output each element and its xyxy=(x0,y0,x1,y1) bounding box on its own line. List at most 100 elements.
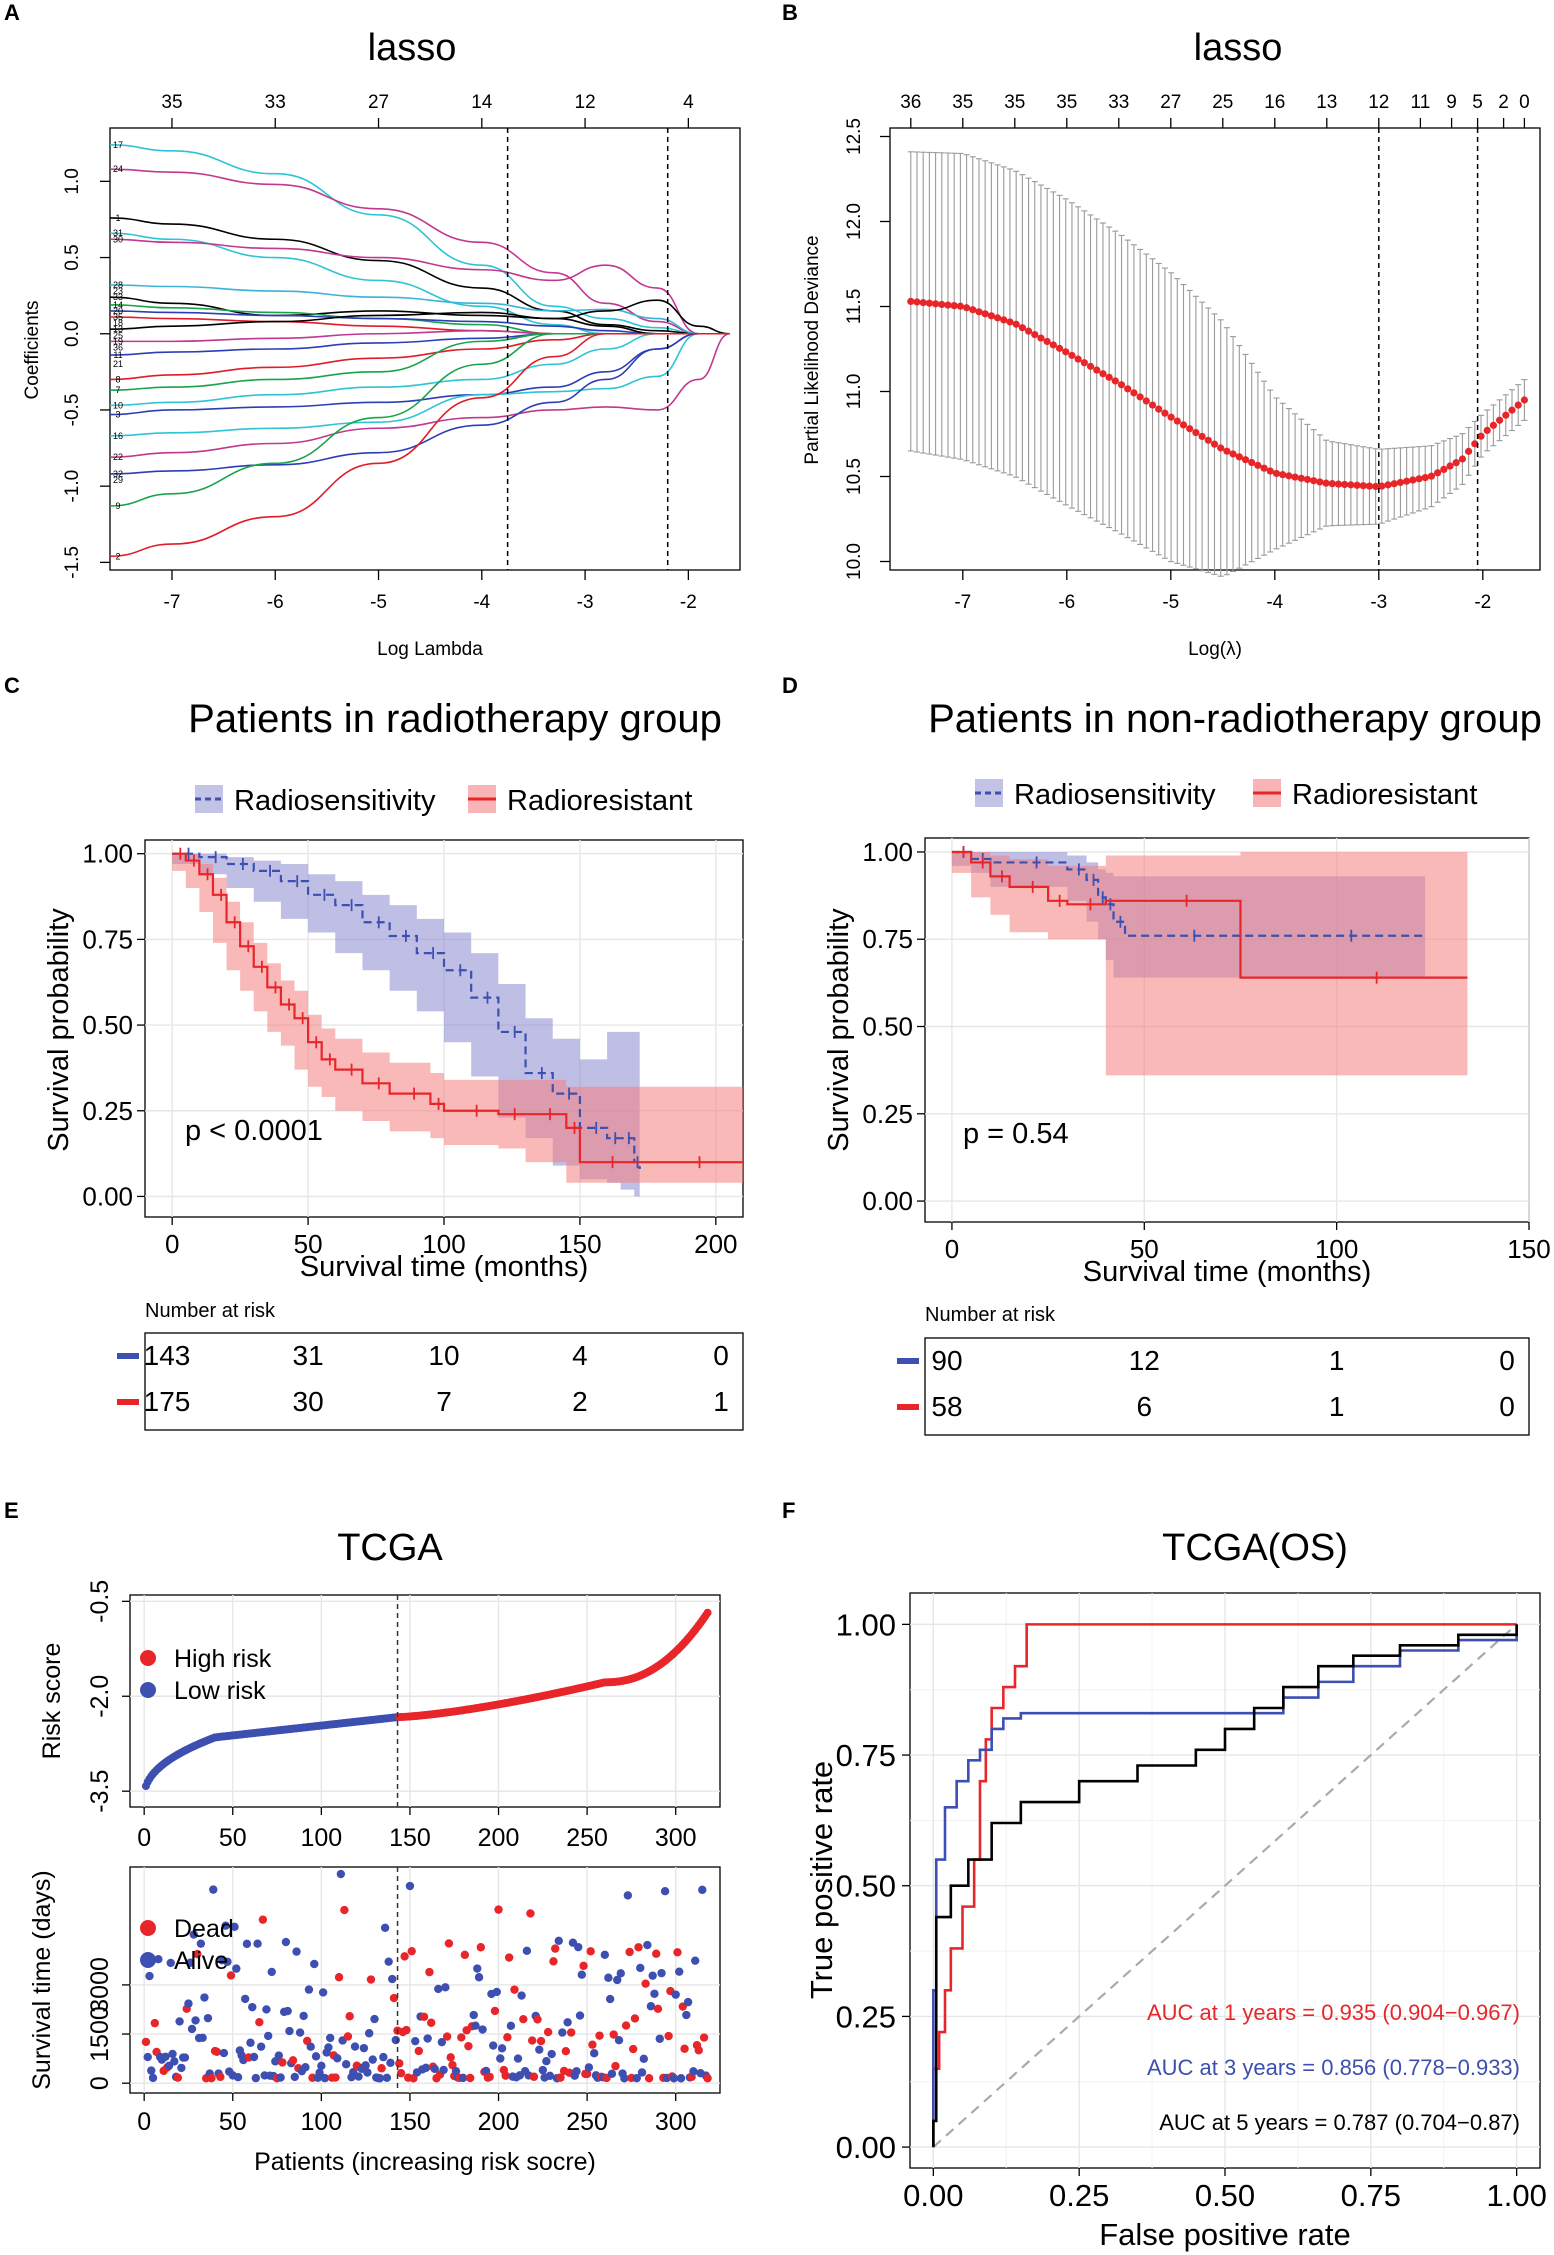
a-xtick-label: -3 xyxy=(577,592,594,613)
alive-point xyxy=(682,2010,691,2020)
deviance-point xyxy=(1347,481,1355,489)
deviance-point xyxy=(1434,469,1442,477)
dead-point xyxy=(644,2074,654,2083)
dead-point xyxy=(396,2068,406,2078)
c-ytick-label: 1.00 xyxy=(82,839,133,869)
risk-point xyxy=(703,1608,712,1617)
a-ytick-label: -1.5 xyxy=(62,546,83,579)
panel-label-e: E xyxy=(4,1498,19,1523)
deviance-point xyxy=(1390,480,1398,488)
alive-point xyxy=(161,2052,170,2062)
alive-point xyxy=(430,2064,439,2074)
deviance-point xyxy=(956,302,964,310)
dead-point xyxy=(551,1944,560,1953)
chart-f-xlabel: False positive rate xyxy=(1099,2217,1351,2252)
deviance-point xyxy=(1049,341,1057,349)
alive-point xyxy=(690,1956,700,1965)
c-xtick-label: 0 xyxy=(165,1229,179,1259)
coef-label: 14 xyxy=(113,300,123,310)
d-ytick-label: 0.00 xyxy=(862,1186,913,1216)
coef-label: 35 xyxy=(113,312,123,322)
risk-cell: 58 xyxy=(931,1391,962,1422)
deviance-point xyxy=(1291,473,1299,481)
alive-point xyxy=(285,2026,294,2036)
dead-point xyxy=(611,2061,620,2071)
legend-low-risk-dot xyxy=(140,1682,156,1698)
deviance-point xyxy=(1396,478,1405,487)
alive-point xyxy=(643,1940,652,1950)
e2-xtick-label: 300 xyxy=(655,2108,697,2136)
chart-e-bottom-frame xyxy=(129,1866,721,2094)
coef-label: 22 xyxy=(113,452,123,462)
coef-path-1 xyxy=(109,217,730,335)
chart-c-legend: Radiosensitivity Radioresistant xyxy=(195,785,692,817)
a-ytick-label: 0.5 xyxy=(62,244,83,270)
dead-point xyxy=(641,1979,650,1988)
f-xtick-label: 0.75 xyxy=(1341,2178,1401,2213)
dead-point xyxy=(536,2036,546,2046)
coef-label: 23 xyxy=(113,286,123,296)
alive-point xyxy=(324,2043,333,2052)
alive-point xyxy=(458,2073,468,2083)
risk-cell: 30 xyxy=(293,1386,324,1417)
a-top-label: 35 xyxy=(161,92,182,113)
legend-d-radioresistant-label: Radioresistant xyxy=(1292,779,1477,811)
alive-point xyxy=(209,1885,218,1894)
dead-point xyxy=(465,2073,475,2083)
alive-point xyxy=(198,2033,207,2042)
deviance-point xyxy=(1148,401,1157,409)
roc-curve-2 xyxy=(932,1624,1518,2148)
deviance-point xyxy=(1421,473,1429,482)
deviance-point xyxy=(1024,327,1033,335)
f-xtick-label: 1.00 xyxy=(1486,2178,1546,2213)
alive-point xyxy=(614,2035,624,2045)
b-xtick-label: -4 xyxy=(1266,592,1283,613)
deviance-point xyxy=(1099,370,1107,378)
dead-point xyxy=(579,1961,588,1971)
deviance-point xyxy=(962,304,971,312)
dead-point xyxy=(625,1947,634,1957)
e2-xtick-label: 0 xyxy=(137,2108,151,2136)
chart-c-y-axis: 0.00 0.25 0.50 0.75 1.00 xyxy=(82,839,145,1211)
alive-point xyxy=(184,1999,193,2008)
alive-point xyxy=(203,2013,213,2023)
coef-path-24 xyxy=(109,168,730,335)
alive-point xyxy=(196,1939,206,1948)
a-ytick-label: 1.0 xyxy=(62,168,83,194)
dead-point xyxy=(414,2046,423,2056)
alive-point xyxy=(675,1967,684,1976)
b-ytick-label: 11.5 xyxy=(844,289,865,325)
deviance-point xyxy=(1260,464,1268,472)
chart-b-x-axis: -7 -6 -5 -4 -3 -2 xyxy=(954,570,1491,613)
a-ytick-label: 0.0 xyxy=(62,321,83,347)
chart-c-pvalue: p < 0.0001 xyxy=(185,1115,323,1147)
chart-c-ylabel: Survival probability xyxy=(43,908,75,1152)
deviance-point xyxy=(1452,459,1460,467)
alive-point xyxy=(350,2042,360,2051)
a-ytick-label: -1.0 xyxy=(62,470,83,503)
dead-point xyxy=(173,2073,183,2082)
deviance-point xyxy=(944,301,952,309)
coef-label: 24 xyxy=(113,164,123,174)
alive-point xyxy=(283,2006,292,2016)
coef-label: 13 xyxy=(113,324,123,334)
alive-point xyxy=(386,2058,395,2068)
deviance-point xyxy=(1496,416,1504,424)
chart-f-x-axis: 0.00 0.25 0.50 0.75 1.00 xyxy=(903,2168,1547,2213)
legend-alive-dot xyxy=(140,1952,156,1968)
dead-point xyxy=(503,2033,512,2042)
alive-point xyxy=(299,2011,308,2021)
dead-point xyxy=(464,2041,473,2051)
deviance-point xyxy=(1105,373,1113,381)
alive-point xyxy=(538,2065,548,2075)
chart-d-curves xyxy=(951,845,1468,984)
dead-point xyxy=(652,1949,661,1958)
risk-cell: 7 xyxy=(436,1386,452,1417)
alive-point xyxy=(648,1971,657,1980)
chart-e-top-ylabel: Risk score xyxy=(38,1643,66,1760)
deviance-point xyxy=(1359,482,1367,490)
legend-dead-dot xyxy=(140,1920,156,1936)
alive-point xyxy=(253,1939,262,1948)
deviance-point xyxy=(1173,417,1181,425)
